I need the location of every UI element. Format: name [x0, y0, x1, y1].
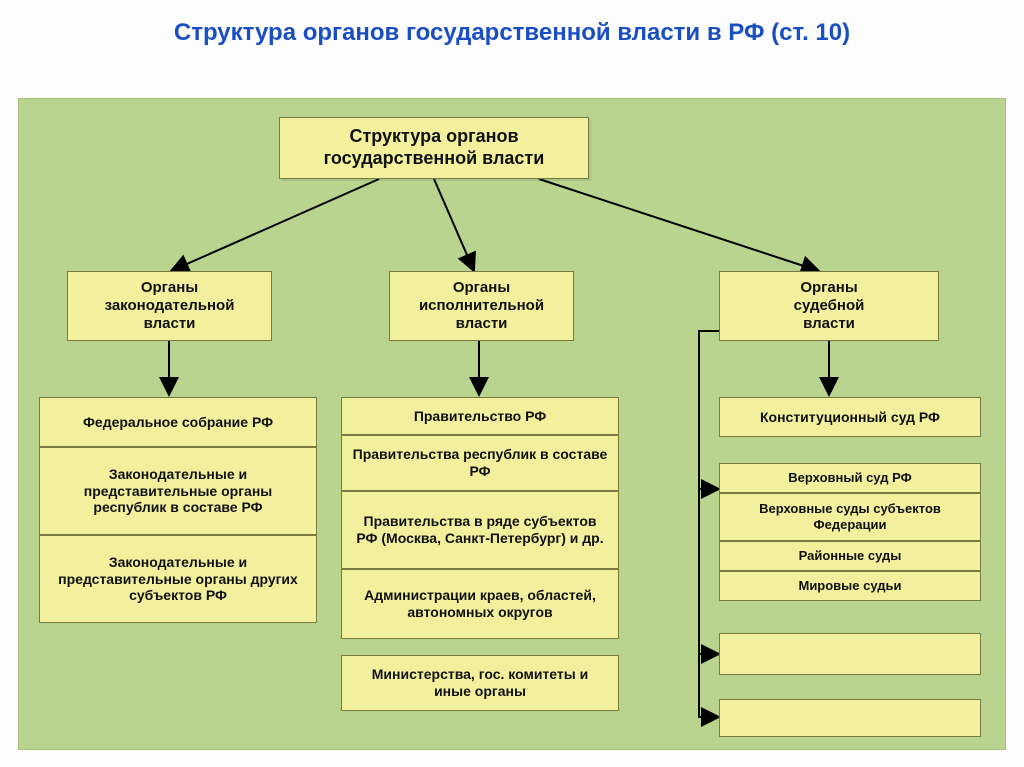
exec-item-d: Администрации краев, областей, автономны… [341, 569, 619, 639]
branch-exec-l3: власти [419, 315, 544, 333]
jud-item-b4: Мировые судьи [719, 571, 981, 601]
jud-item-b3: Районные суды [719, 541, 981, 571]
exec-item-e: Министерства, гос. комитеты и иные орган… [341, 655, 619, 711]
exec-item-c: Правительства в ряде субъектов РФ (Москв… [341, 491, 619, 569]
branch-jud-l1: Органы [794, 279, 865, 297]
leg-item-a: Федеральное собрание РФ [39, 397, 317, 447]
root-node: Структура органов государственной власти [279, 117, 589, 179]
jud-item-a: Конституционный суд РФ [719, 397, 981, 437]
branch-leg-l3: власти [105, 315, 235, 333]
page-title: Структура органов государственной власти… [0, 0, 1024, 56]
exec-item-b: Правительства республик в составе РФ [341, 435, 619, 491]
jud-empty-1 [719, 633, 981, 675]
exec-item-a: Правительство РФ [341, 397, 619, 435]
root-line2: государственной власти [324, 148, 545, 170]
branch-legislative: Органы законодательной власти [67, 271, 272, 341]
root-line1: Структура органов [324, 126, 545, 148]
branch-executive: Органы исполнительной власти [389, 271, 574, 341]
leg-item-b: Законодательные и представительные орган… [39, 447, 317, 535]
branch-jud-l3: власти [794, 315, 865, 333]
diagram-canvas: Структура органов государственной власти… [18, 98, 1006, 750]
branch-judicial: Органы судебной власти [719, 271, 939, 341]
jud-item-b1: Верховный суд РФ [719, 463, 981, 493]
branch-exec-l2: исполнительной [419, 297, 544, 315]
branch-jud-l2: судебной [794, 297, 865, 315]
branch-exec-l1: Органы [419, 279, 544, 297]
branch-leg-l2: законодательной [105, 297, 235, 315]
jud-empty-2 [719, 699, 981, 737]
jud-item-b2: Верховные суды субъектов Федерации [719, 493, 981, 541]
branch-leg-l1: Органы [105, 279, 235, 297]
leg-item-c: Законодательные и представительные орган… [39, 535, 317, 623]
